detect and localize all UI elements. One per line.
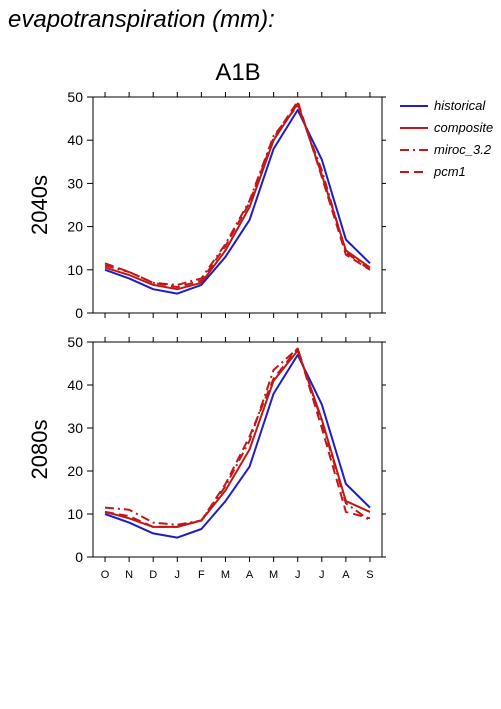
y-tick-label: 50	[67, 334, 83, 350]
legend-label: historical	[434, 98, 486, 113]
y-tick-label: 30	[67, 175, 83, 191]
legend-item-historical: historical	[400, 98, 486, 113]
x-tick-label: F	[198, 569, 205, 581]
legend-label: miroc_3.2	[434, 142, 492, 157]
page-title: evapotranspiration (mm):	[8, 6, 275, 33]
x-tick-label: O	[101, 569, 110, 581]
series-line-composite	[104, 349, 371, 528]
x-tick-label: J	[319, 569, 325, 581]
x-tick-label: M	[269, 569, 278, 581]
y-tick-label: 50	[67, 89, 83, 105]
y-tick-label: 40	[67, 132, 83, 148]
scenario-title: A1B	[215, 59, 260, 86]
plot-frame	[92, 341, 383, 558]
series-line-historical	[104, 353, 371, 539]
y-tick-label: 10	[67, 506, 83, 522]
plot-frame	[92, 96, 383, 314]
y-tick-label: 30	[67, 420, 83, 436]
panel-2040s: 0 10 20 30 40 50 2040s	[27, 89, 386, 321]
x-tick-label: M	[221, 569, 230, 581]
legend: historical composite miroc_3.2 pcm1	[400, 98, 493, 179]
series-line-historical	[104, 109, 371, 295]
y-tick-label: 10	[67, 262, 83, 278]
legend-item-composite: composite	[400, 120, 493, 135]
x-tick-label: A	[246, 569, 254, 581]
y-tick-label: 20	[67, 219, 83, 235]
y-tick-label: 0	[75, 549, 83, 565]
chart-panels: 0 10 20 30 40 50 2040s 0 10 20 30 40 50 O N D J F M A M J J A S 2…	[27, 89, 386, 581]
legend-item-pcm1: pcm1	[400, 164, 466, 179]
x-tick-label: N	[125, 569, 133, 581]
x-tick-label: J	[295, 569, 301, 581]
legend-label: composite	[434, 120, 493, 135]
x-tick-label: D	[149, 569, 157, 581]
legend-item-miroc_3.2: miroc_3.2	[400, 142, 492, 157]
y-tick-label: 0	[75, 305, 83, 321]
series-line-miroc_3.2	[104, 104, 371, 286]
x-tick-label: A	[342, 569, 350, 581]
series-line-pcm1	[104, 347, 371, 528]
series-line-pcm1	[104, 100, 371, 289]
y-tick-label: 20	[67, 463, 83, 479]
y-tick-label: 40	[67, 377, 83, 393]
panel-2080s: 0 10 20 30 40 50 O N D J F M A M J J A S 2080s	[27, 334, 386, 581]
legend-label: pcm1	[433, 164, 466, 179]
series-line-composite	[104, 102, 371, 291]
series-line-miroc_3.2	[104, 347, 371, 526]
y-axis-label: 2040s	[27, 175, 52, 235]
x-tick-label: J	[175, 569, 181, 581]
x-tick-label: S	[366, 569, 373, 581]
y-axis-label: 2080s	[27, 420, 52, 480]
